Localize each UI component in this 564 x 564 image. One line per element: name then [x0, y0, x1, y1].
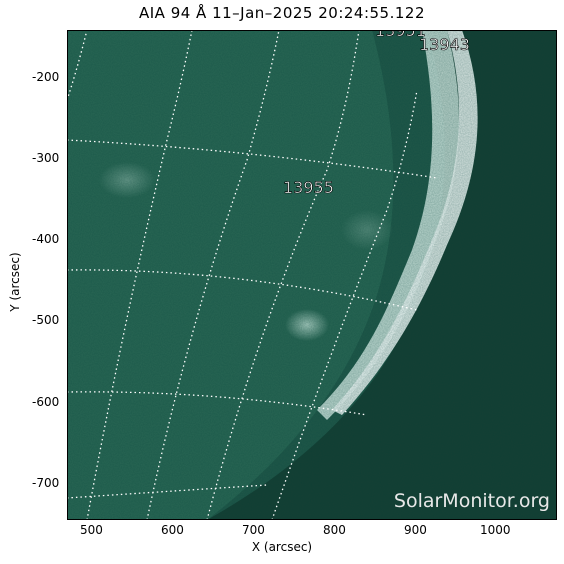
x-tick-label: 600: [161, 523, 184, 537]
x-tick-label: 800: [323, 523, 346, 537]
image-title: AIA 94 Å 11–Jan–2025 20:24:55.122: [138, 4, 426, 22]
y-tick-label: -200: [32, 70, 60, 84]
y-tick-label: -300: [32, 151, 60, 165]
y-tick-label: -400: [32, 232, 60, 246]
y-axis-label: Y (arcsec): [7, 252, 22, 312]
region-label: 13943: [419, 35, 470, 54]
region-label: 13955: [283, 178, 334, 197]
x-tick-label: 700: [242, 523, 265, 537]
x-tick-label: 900: [404, 523, 427, 537]
y-tick-label: -500: [32, 313, 60, 327]
watermark: SolarMonitor.org: [393, 490, 550, 512]
y-tick-label: -600: [32, 395, 60, 409]
x-tick-label: 500: [80, 523, 103, 537]
x-tick-label: 1000: [480, 523, 511, 537]
solar-image: 13951 13943 13955: [67, 30, 557, 520]
x-axis-label: X (arcsec): [251, 540, 313, 554]
region-label: 13951: [375, 30, 426, 40]
y-tick-label: -700: [32, 476, 60, 490]
